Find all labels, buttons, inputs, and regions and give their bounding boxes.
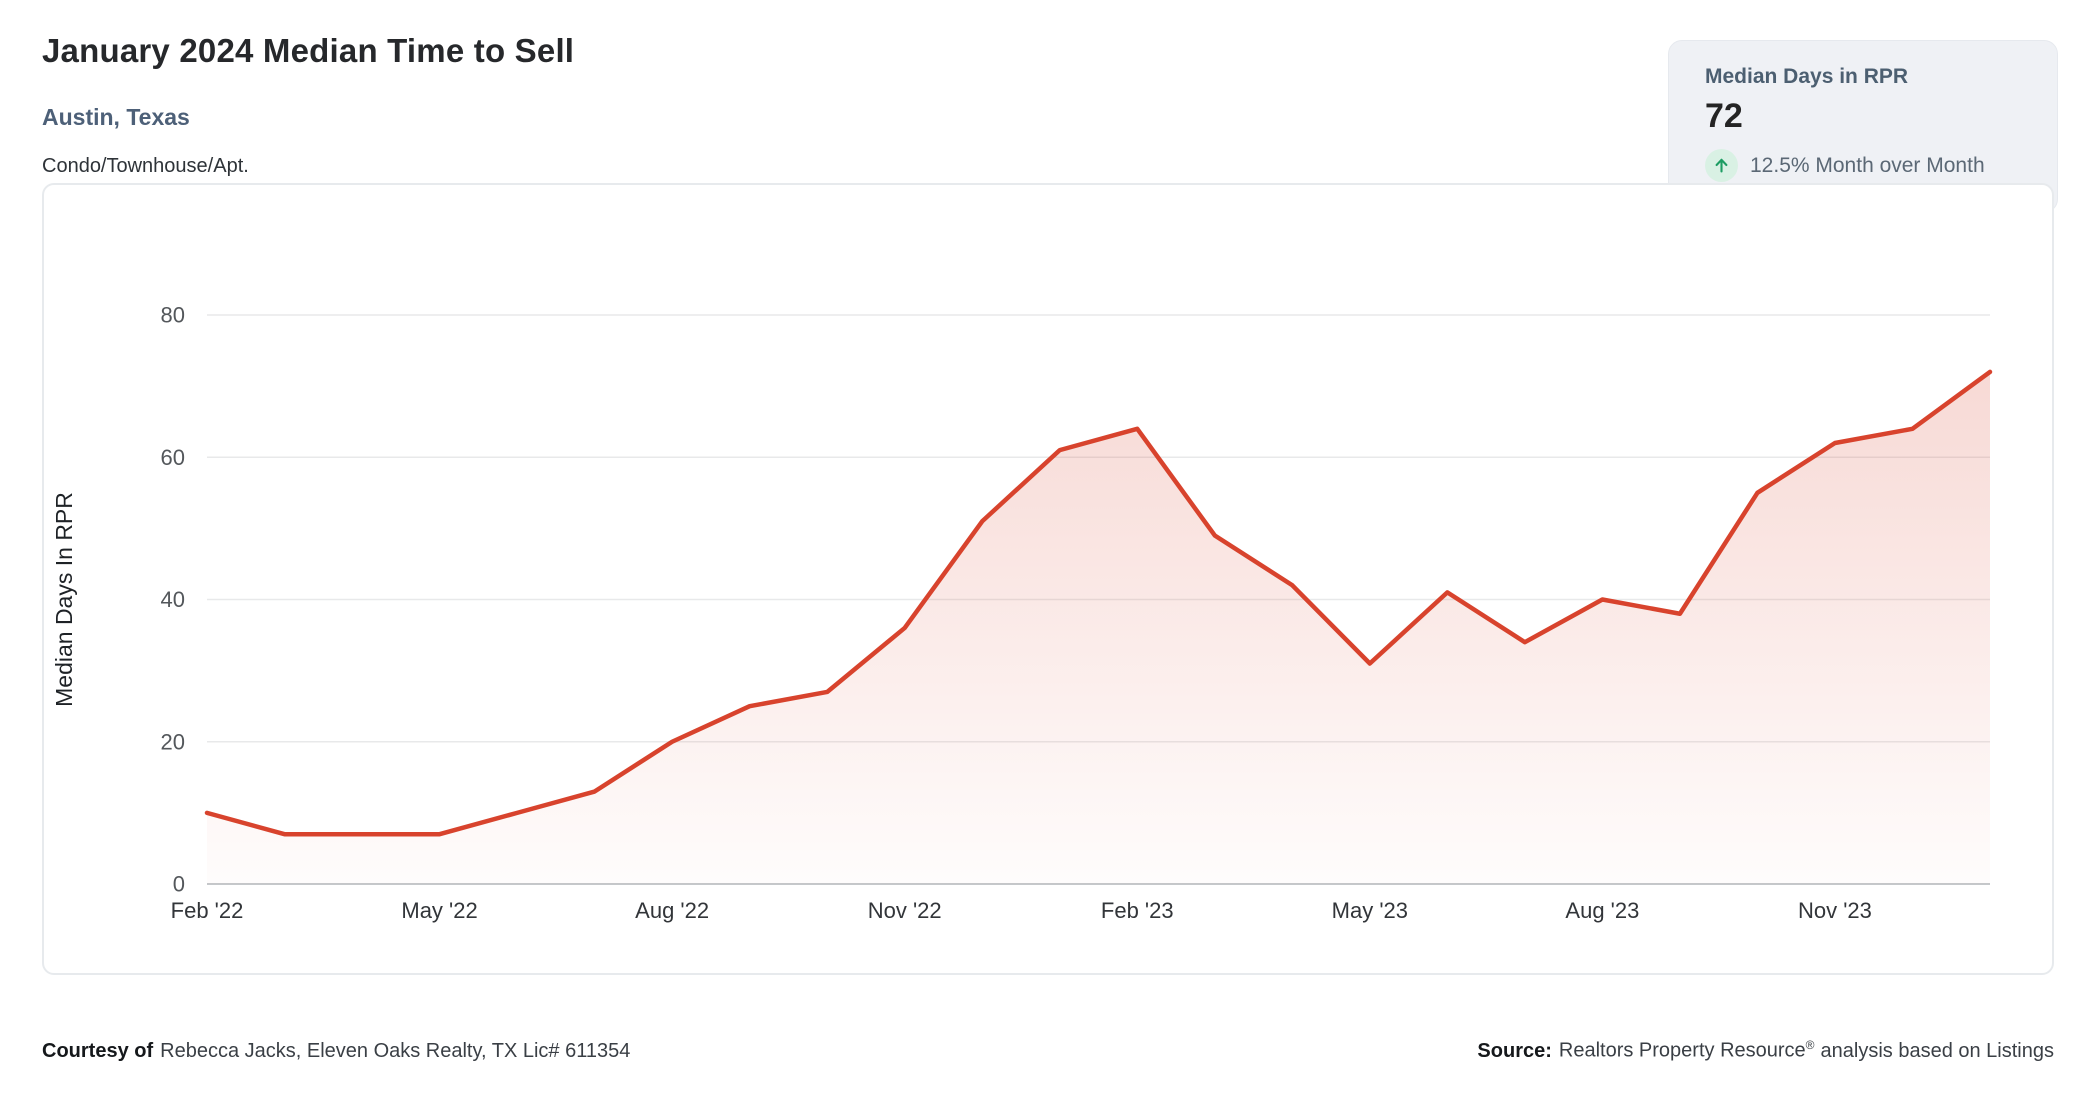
courtesy-value: Rebecca Jacks, Eleven Oaks Realty, TX Li… xyxy=(160,1039,631,1062)
x-tick-label: Nov '22 xyxy=(868,898,942,923)
y-tick-label: 60 xyxy=(161,445,185,470)
x-tick-label: Nov '23 xyxy=(1798,898,1872,923)
page-location: Austin, Texas xyxy=(42,104,190,130)
stat-value: 72 xyxy=(1705,97,1743,135)
footer: Courtesy of Rebecca Jacks, Eleven Oaks Re… xyxy=(42,1038,2054,1063)
source-label: Source: xyxy=(1477,1039,1552,1062)
x-tick-label: Feb '22 xyxy=(171,898,244,923)
trend-line xyxy=(204,369,1993,837)
trend-area xyxy=(207,371,1990,884)
y-tick-label: 0 xyxy=(173,872,185,897)
stat-change-row: 12.5% Month over Month xyxy=(1705,149,2031,182)
x-tick-label: Feb '23 xyxy=(1101,898,1174,923)
stat-change-text: 12.5% Month over Month xyxy=(1750,153,1985,177)
y-tick-label: 80 xyxy=(161,303,185,328)
registered-mark: ® xyxy=(1805,1038,1815,1052)
page-title: January 2024 Median Time to Sell xyxy=(42,32,575,69)
up-arrow-icon xyxy=(1715,158,1728,173)
x-tick-label: May '23 xyxy=(1332,898,1408,923)
x-tick-label: May '22 xyxy=(401,898,477,923)
trend-up-badge xyxy=(1705,149,1738,182)
x-tick-label: Aug '22 xyxy=(635,898,709,923)
source-suffix: analysis based on Listings xyxy=(1820,1039,2054,1062)
x-tick-label: Aug '23 xyxy=(1565,898,1639,923)
property-type-label: Condo/Townhouse/Apt. xyxy=(42,155,249,177)
y-tick-label: 40 xyxy=(161,587,185,612)
y-tick-label: 20 xyxy=(161,729,185,754)
courtesy-label: Courtesy of xyxy=(42,1039,154,1062)
y-axis-title: Median Days In RPR xyxy=(51,492,77,707)
time-to-sell-chart[interactable]: 0 20 40 60 80 Feb '22 May '22 Aug '22 Nov '22 Feb… xyxy=(42,183,2054,975)
courtesy-text: Courtesy of Rebecca Jacks, Eleven Oaks Re… xyxy=(42,1040,630,1063)
source-text: Source: Realtors Property Resource® analys… xyxy=(1477,1038,2054,1063)
source-name: Realtors Property Resource xyxy=(1558,1039,1806,1062)
chart-card: 0 20 40 60 80 Feb '22 May '22 Aug '22 Nov '22 Feb… xyxy=(42,183,2054,975)
stat-label: Median Days in RPR xyxy=(1705,65,1909,88)
